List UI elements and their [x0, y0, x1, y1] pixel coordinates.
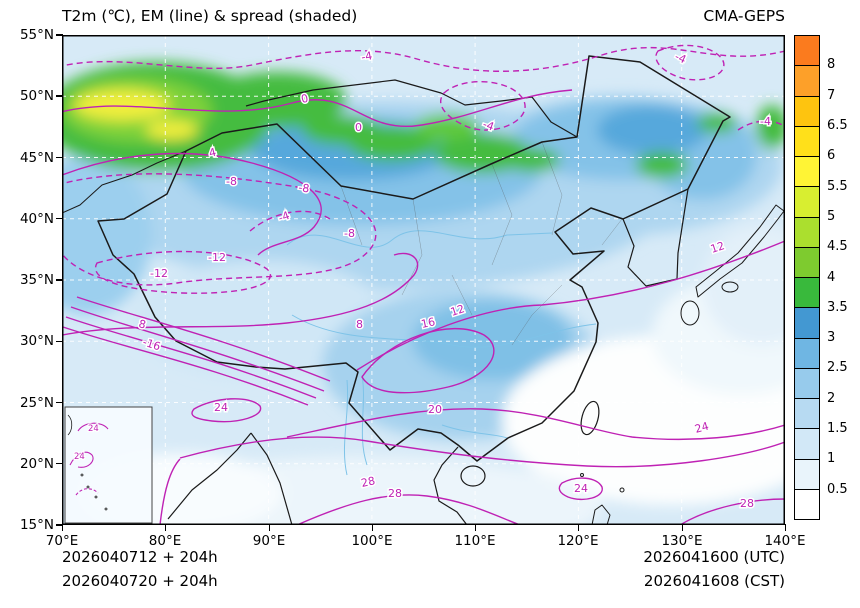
map-canvas: -4 -4 -4 -4 0 0 4 -8 -8 -4 -8 -12 -12 8 … [62, 35, 785, 525]
contour-label: -8 [344, 227, 355, 240]
lon-tick-label: 70°E [30, 524, 94, 549]
colorbar-tick-label: 6.5 [827, 117, 848, 133]
contour-label: 28 [740, 497, 754, 510]
colorbar-tick-label: 8 [827, 57, 836, 73]
colorbar-tick-label: 2.5 [827, 360, 848, 376]
colorbar-tick-label: 1.5 [827, 421, 848, 437]
contour-label: 16 [420, 315, 436, 331]
spread-colorbar [794, 35, 820, 520]
colorbar-tick-label: 7 [827, 87, 836, 103]
lon-tick-label: 110°E [443, 524, 507, 549]
lat-tick-label: 35°N [8, 271, 63, 289]
contour-label: 28 [360, 474, 376, 490]
contour-label: 28 [388, 487, 402, 500]
contour-label: -12 [150, 267, 168, 280]
lat-tick-label: 45°N [8, 149, 63, 167]
lat-tick-label: 25°N [8, 394, 63, 412]
colorbar-cell [795, 277, 819, 308]
model-name: CMA-GEPS [703, 7, 785, 25]
colorbar-cell [795, 307, 819, 338]
lat-tick-label: 50°N [8, 87, 63, 105]
colorbar-tick-label: 6 [827, 148, 836, 164]
contour-label: -4 [360, 49, 373, 64]
contour-label: -4 [760, 115, 771, 128]
contour-label: 0 [355, 121, 362, 134]
contour-label: 24 [693, 420, 710, 436]
colorbar-cell [795, 488, 819, 519]
colorbar-tick-label: 0.5 [827, 481, 848, 497]
contour-label: -12 [208, 251, 226, 264]
colorbar-cell [795, 246, 819, 277]
colorbar-cell [795, 398, 819, 429]
colorbar-cell [795, 458, 819, 489]
lon-tick-label: 100°E [340, 524, 404, 549]
colorbar-cell [795, 428, 819, 459]
chart-title: T2m (℃), EM (line) & spread (shaded) [62, 7, 358, 25]
colorbar-tick-label: 4.5 [827, 239, 848, 255]
lon-tick-label: 140°E [753, 524, 817, 549]
colorbar-cell [795, 95, 819, 126]
spread-shading-layer [62, 35, 785, 525]
colorbar-tick-label: 5 [827, 208, 836, 224]
lon-tick-label: 80°E [133, 524, 197, 549]
contour-labels-layer: -4 -4 -4 -4 0 0 4 -8 -8 -4 -8 -12 -12 8 … [136, 48, 773, 512]
lon-tick-label: 90°E [237, 524, 301, 549]
colorbar-cell [795, 367, 819, 398]
colorbar-tick-label: 2 [827, 390, 836, 406]
colorbar-tick-label: 5.5 [827, 178, 848, 194]
lat-tick-label: 30°N [8, 332, 63, 350]
colorbar-cell [795, 216, 819, 247]
lat-tick-label: 55°N [8, 26, 63, 44]
contour-label: -8 [226, 175, 237, 188]
contour-label: 24 [574, 482, 588, 495]
contour-label: 24 [88, 424, 99, 434]
contour-label: 12 [449, 302, 466, 319]
lat-tick-label: 20°N [8, 455, 63, 473]
contour-label: 12 [709, 239, 726, 256]
contour-label: 24 [214, 401, 228, 414]
colorbar-cell [795, 36, 819, 66]
lon-tick-label: 120°E [546, 524, 610, 549]
map-plot-area: -4 -4 -4 -4 0 0 4 -8 -8 -4 -8 -12 -12 8 … [62, 35, 785, 525]
lat-tick-label: 40°N [8, 210, 63, 228]
contour-label: -8 [298, 181, 311, 195]
colorbar-tick-label: 1 [827, 451, 836, 467]
contour-label: 20 [428, 403, 442, 416]
contour-lines-layer [62, 44, 785, 525]
colorbar-tick-label: 3 [827, 330, 836, 346]
contour-label: 24 [74, 452, 85, 462]
init-time-utc: 2026040712 + 204h [62, 548, 218, 566]
contour-label: 8 [356, 318, 363, 331]
colorbar-cell [795, 186, 819, 217]
valid-time-utc: 2026041600 (UTC) [643, 548, 785, 566]
colorbar-cell [795, 156, 819, 187]
plot-frame [62, 35, 785, 525]
lon-tick-label: 130°E [650, 524, 714, 549]
colorbar-cell [795, 125, 819, 156]
colorbar-tick-labels: 8 7 6.5 6 5.5 5 4.5 4 3.5 3 2.5 2 1.5 1 0.5 [827, 35, 859, 520]
south-china-sea-inset: 24 24 [64, 406, 153, 524]
rivers-layer [286, 230, 597, 476]
lat-tick-label: 15°N [8, 516, 63, 534]
colorbar-tick-label: 3.5 [827, 299, 848, 315]
init-time-cst: 2026040720 + 204h [62, 572, 218, 590]
colorbar-cell [795, 337, 819, 368]
valid-time-cst: 2026041608 (CST) [643, 572, 785, 590]
colorbar-tick-label: 4 [827, 269, 836, 285]
colorbar-cell [795, 65, 819, 96]
